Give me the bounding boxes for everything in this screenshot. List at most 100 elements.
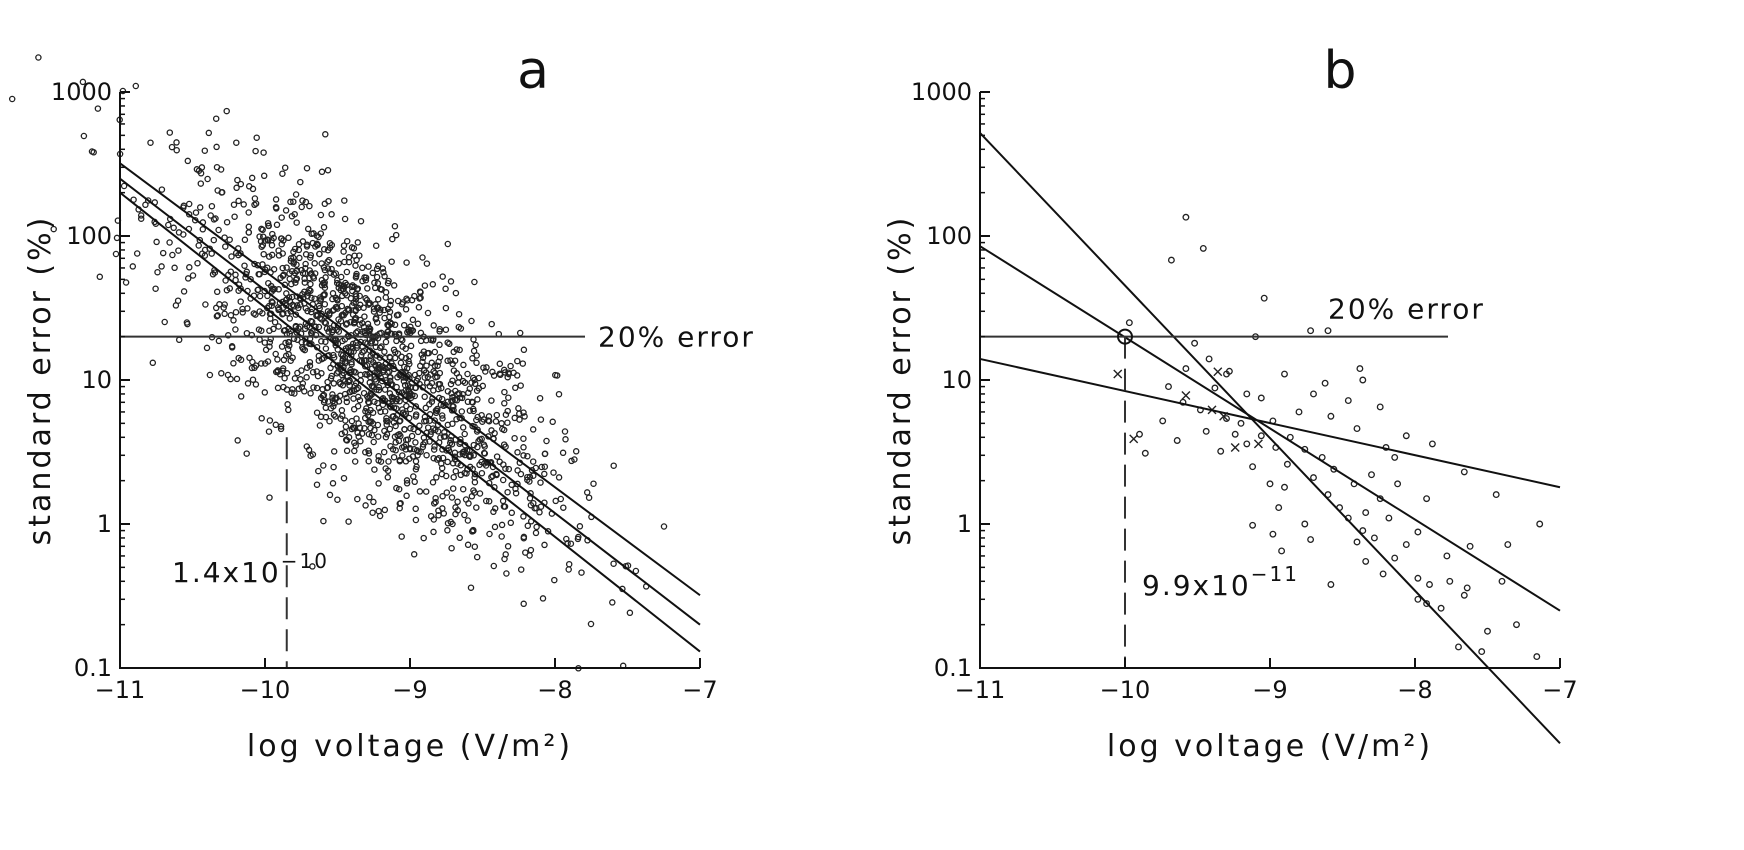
data-point-a <box>366 392 374 400</box>
data-point-a <box>419 254 426 261</box>
data-point-a <box>354 429 361 437</box>
data-point-b <box>1243 390 1251 398</box>
data-point-a <box>361 328 368 335</box>
data-point-a <box>285 406 292 414</box>
data-point-a <box>470 452 477 459</box>
data-point-a <box>213 163 221 171</box>
data-point-a <box>166 239 173 246</box>
data-point-a <box>436 325 444 333</box>
x-tick-label-b: −8 <box>1397 676 1432 704</box>
data-point-a <box>559 449 567 457</box>
x-tick-label-a: −10 <box>240 676 291 704</box>
data-point-a <box>516 329 524 337</box>
data-point-a <box>189 272 197 279</box>
data-point-a <box>485 498 493 505</box>
data-point-a <box>382 338 390 346</box>
data-point-a <box>96 273 104 281</box>
data-point-a <box>317 230 325 237</box>
data-point-a <box>538 463 545 471</box>
data-point-a <box>469 399 476 406</box>
data-point-a <box>352 293 360 300</box>
data-point-a <box>432 498 439 506</box>
data-point-a <box>354 393 362 401</box>
data-point-a <box>493 471 500 479</box>
cross-point-b <box>1181 391 1191 401</box>
data-point-b <box>1281 483 1288 491</box>
data-point-b <box>1423 495 1431 503</box>
data-point-a <box>245 229 253 236</box>
data-point-a <box>352 262 359 269</box>
data-point-a <box>327 375 335 382</box>
data-point-a <box>452 467 460 475</box>
data-point-a <box>224 332 232 339</box>
data-point-a <box>402 345 409 352</box>
data-point-a <box>459 377 467 385</box>
data-point-a <box>318 260 325 267</box>
data-point-a <box>583 489 591 496</box>
data-point-a <box>454 498 461 506</box>
data-point-a <box>505 465 513 473</box>
x-tick-label-a: −9 <box>392 676 427 704</box>
data-point-a <box>555 474 563 481</box>
fit-line-a-2 <box>119 177 701 626</box>
data-point-a <box>490 562 498 570</box>
data-point-a <box>430 322 437 329</box>
data-point-a <box>223 218 231 226</box>
data-point-b <box>1257 394 1265 402</box>
highlight-point-b <box>1117 328 1133 345</box>
data-point-a <box>371 398 378 405</box>
data-point-a <box>357 316 364 324</box>
data-point-a <box>256 308 263 315</box>
data-point-b <box>1217 447 1225 455</box>
data-point-a <box>561 428 569 435</box>
data-point-a <box>407 425 414 432</box>
data-point-a <box>450 473 457 481</box>
data-point-a <box>265 302 273 310</box>
data-point-a <box>310 384 317 391</box>
data-point-a <box>503 570 510 577</box>
data-point-a <box>222 243 229 250</box>
data-point-a <box>517 382 524 389</box>
data-point-a <box>324 378 331 386</box>
data-point-a <box>455 374 463 381</box>
data-point-a <box>473 504 480 511</box>
data-point-a <box>279 365 287 372</box>
data-point-a <box>313 384 321 392</box>
data-point-a <box>516 416 523 423</box>
data-point-a <box>386 402 394 410</box>
data-point-a <box>420 441 427 448</box>
data-point-b <box>1402 541 1410 548</box>
data-point-a <box>609 599 616 606</box>
data-point-a <box>313 311 321 318</box>
data-point-a <box>416 488 424 495</box>
data-point-a <box>341 354 348 361</box>
data-point-a <box>285 338 293 346</box>
data-point-b <box>1324 327 1332 335</box>
data-point-a <box>386 425 394 433</box>
data-point-a <box>341 215 349 223</box>
data-point-a <box>490 372 498 379</box>
data-point-a <box>237 298 244 305</box>
data-point-a <box>447 380 455 388</box>
data-point-a <box>211 269 219 276</box>
data-point-a <box>288 389 295 397</box>
data-point-a <box>421 282 429 289</box>
data-point-a <box>258 360 265 367</box>
data-point-a <box>431 348 439 356</box>
data-point-a <box>349 302 356 309</box>
data-point-a <box>362 274 370 281</box>
data-point-a <box>210 236 218 244</box>
cross-point-b <box>1129 434 1139 444</box>
data-point-a <box>361 313 368 320</box>
data-point-a <box>274 356 281 363</box>
data-point-a <box>449 377 456 384</box>
data-point-a <box>380 269 387 276</box>
data-point-a <box>439 492 446 500</box>
data-point-a <box>343 437 351 444</box>
data-point-a <box>343 237 351 245</box>
data-point-a <box>366 493 373 501</box>
data-point-a <box>421 413 429 421</box>
data-point-a <box>473 553 481 561</box>
data-point-a <box>549 418 556 426</box>
data-point-a <box>456 440 463 448</box>
